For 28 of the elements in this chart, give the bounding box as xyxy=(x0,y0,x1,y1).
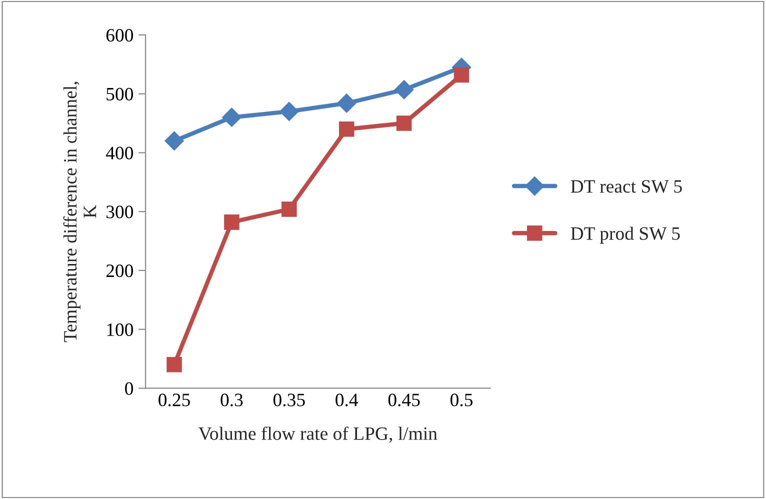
x-tick-label: 0.3 xyxy=(220,394,243,406)
y-tick-label: 400 xyxy=(106,146,134,160)
legend-label: DT prod SW 5 xyxy=(570,226,680,244)
point xyxy=(164,131,184,151)
point xyxy=(224,214,240,230)
y-tick-label: 300 xyxy=(106,206,134,218)
point xyxy=(282,202,297,217)
point xyxy=(336,93,356,114)
x-axis-title: Volume flow rate of LPG, l/min xyxy=(198,426,438,443)
y-axis-title: Temperature difference in channel, K xyxy=(63,82,96,342)
x-tick-label: 0.4 xyxy=(336,394,358,406)
point xyxy=(279,102,299,122)
point xyxy=(338,122,354,137)
x-tick-label: 0.25 xyxy=(158,394,190,406)
y-tick-label: 500 xyxy=(106,88,134,100)
y-tick-label: 0 xyxy=(125,382,134,395)
point xyxy=(222,108,242,128)
point xyxy=(166,357,182,372)
legend-label: DT react SW 5 xyxy=(570,180,682,193)
y-tick-label: 100 xyxy=(107,323,134,336)
y-tick-label: 200 xyxy=(106,264,134,278)
x-tick-label: 0.45 xyxy=(388,394,420,406)
point xyxy=(454,67,470,83)
x-tick-label: 0.35 xyxy=(273,394,305,406)
y-tick-label: 600 xyxy=(106,28,134,42)
point xyxy=(396,116,412,131)
point xyxy=(394,80,414,100)
x-tick-label: 0.5 xyxy=(450,394,472,406)
